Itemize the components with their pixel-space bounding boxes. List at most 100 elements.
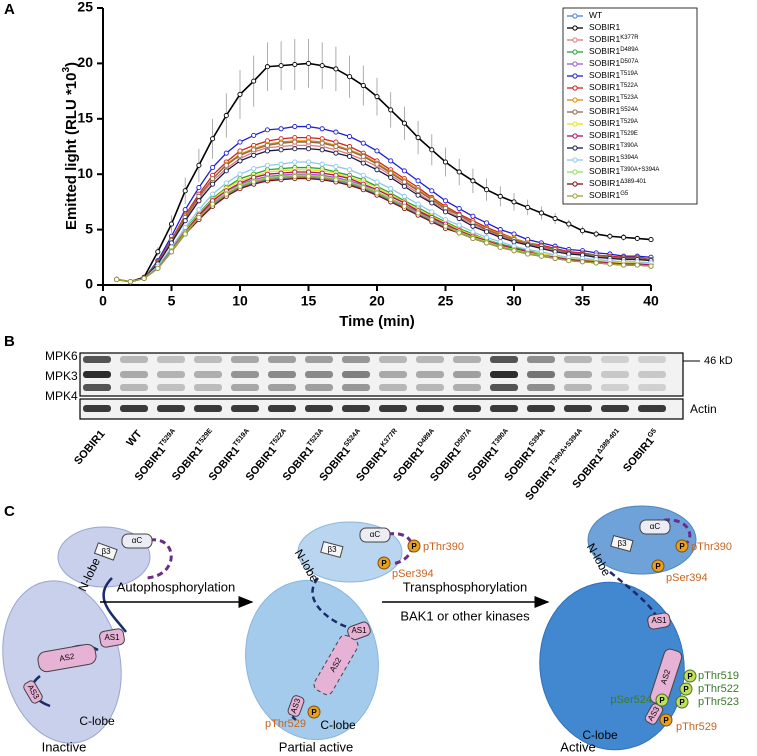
point (196, 198, 202, 204)
loading-label: Actin (690, 402, 717, 416)
legend-marker (572, 85, 578, 91)
point (429, 200, 435, 206)
point (634, 235, 640, 242)
y-axis-label-text: Emitted light (RLU *10 (63, 73, 80, 231)
blot-band (638, 356, 666, 363)
blot-band (231, 371, 259, 378)
actin-band (120, 405, 148, 412)
y-axis-label: Emitted light (RLU *103) (61, 62, 80, 230)
y-axis-label-end: ) (63, 62, 80, 67)
legend-marker (572, 145, 578, 151)
lane-superscript: T529A (158, 428, 177, 449)
point (497, 239, 503, 245)
point (278, 174, 284, 181)
blot-band (157, 384, 185, 391)
blot-band (342, 384, 370, 391)
legend-name: WT (589, 10, 602, 20)
legend-label: SOBIR1T519A (589, 70, 638, 80)
point (319, 147, 325, 153)
lane-name: WT (124, 428, 144, 449)
y-tick-label: 20 (77, 54, 93, 70)
point (319, 161, 325, 167)
legend-label: SOBIR1 (589, 22, 620, 32)
point (305, 60, 312, 66)
point (264, 127, 270, 133)
point (497, 193, 503, 199)
legend-marker (572, 193, 578, 199)
actin-band (268, 405, 296, 412)
blot-band (453, 371, 481, 378)
point (456, 215, 462, 222)
point (251, 179, 257, 185)
band-label: MPK4 (45, 389, 78, 403)
blot-band (416, 356, 444, 363)
point (223, 191, 229, 197)
point (292, 159, 298, 165)
blot-band (490, 384, 518, 391)
legend-label: SOBIR1T529E (589, 130, 638, 140)
legend-marker (572, 157, 578, 163)
segment-label: AS1 (104, 633, 120, 642)
phospho-site (675, 695, 689, 709)
legend-name: SOBIR1 (589, 118, 620, 128)
legend-name: SOBIR1 (589, 142, 620, 152)
series-line (116, 141, 652, 283)
panel-label: C (4, 503, 15, 520)
point (525, 204, 531, 210)
point (429, 188, 435, 194)
point (374, 190, 380, 196)
lane-label: SOBIR1 (72, 428, 108, 467)
blot-band (83, 384, 111, 391)
arrow-sublabel: BAK1 or other kinases (400, 608, 530, 623)
point (552, 215, 558, 222)
point (388, 197, 394, 203)
lane-superscript: T390A (491, 428, 510, 449)
point (333, 150, 339, 156)
blot-band (527, 356, 555, 363)
y-tick-label: 5 (85, 220, 93, 236)
point (182, 218, 188, 224)
legend-label: SOBIR1T390A+S394A (589, 166, 659, 176)
segment (23, 680, 43, 704)
blot-band (231, 384, 259, 391)
blot-band (157, 371, 185, 378)
actin-band (638, 405, 666, 412)
blot-band (638, 371, 666, 378)
x-tick-label: 35 (575, 293, 591, 309)
point (223, 162, 229, 168)
blot-band (342, 356, 370, 363)
point (264, 64, 270, 70)
blot-band (157, 356, 185, 363)
point (223, 168, 229, 174)
point (470, 235, 476, 242)
blot-band (305, 371, 333, 378)
legend-label: SOBIR1T529A (589, 118, 638, 128)
blot-band (305, 356, 333, 363)
blot-band (120, 384, 148, 391)
phospho-mark: P (411, 542, 417, 551)
blot-band (194, 371, 222, 378)
point (497, 244, 503, 250)
lane-name: SOBIR1 (243, 444, 279, 483)
actin-band (194, 405, 222, 412)
point (429, 147, 435, 153)
site-label: pSer394 (392, 568, 434, 580)
point (415, 135, 421, 141)
series-line (116, 169, 652, 283)
point (347, 167, 353, 173)
legend-name: SOBIR1 (589, 94, 620, 104)
point (401, 193, 407, 199)
phospho-site (683, 669, 697, 683)
series-line (116, 62, 652, 283)
point (237, 152, 243, 158)
blot-band (564, 384, 592, 391)
phospho-mark: P (683, 685, 689, 694)
western-blot: MPK6 MPK3 MPK4 46 kD Actin SOBIR1 WTSOBIR… (45, 349, 733, 503)
point (538, 253, 544, 259)
point (333, 163, 339, 169)
phospho-site (407, 539, 421, 553)
blot-band (342, 371, 370, 378)
point (579, 228, 586, 234)
legend-superscript: T529A (620, 119, 638, 125)
panel-label: B (4, 333, 15, 350)
